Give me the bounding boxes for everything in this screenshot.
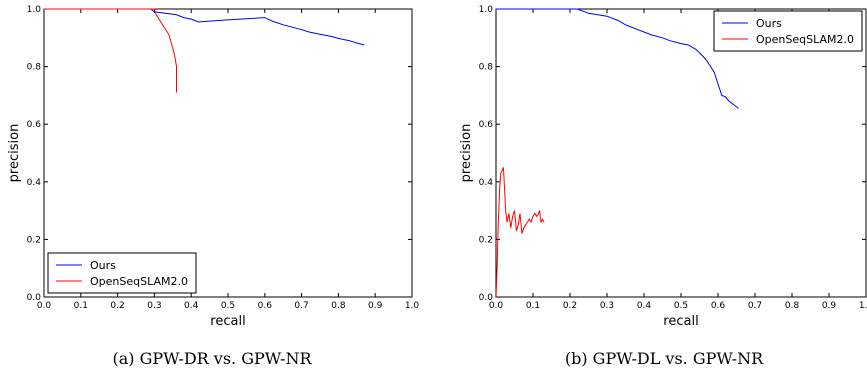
y-tick-label: 0.6	[479, 120, 494, 130]
y-tick-label: 0.2	[27, 235, 41, 245]
x-tick-label: 0.3	[600, 301, 614, 311]
x-tick-label: 0.1	[74, 301, 88, 311]
x-tick-label: 0.1	[526, 301, 540, 311]
x-tick-label: 0.8	[785, 301, 800, 311]
x-axis-label: recall	[663, 314, 698, 329]
y-tick-label: 1.0	[27, 5, 42, 15]
y-tick-label: 0.0	[27, 293, 42, 303]
legend-label: Ours	[90, 259, 116, 272]
x-tick-label: 0.7	[748, 301, 762, 311]
x-tick-label: 0.9	[822, 301, 837, 311]
y-tick-label: 0.8	[479, 63, 494, 73]
x-tick-label: 0.6	[258, 301, 273, 311]
y-tick-label: 0.4	[479, 178, 494, 188]
chart-panel-1: 0.0 0.1 0.2 0.3 0.4 0.5 0.6 0.7 0.8 0.9 1.0 0.0 0.2 0…	[459, 5, 867, 368]
x-tick-label: 0.2	[110, 301, 124, 311]
series-line-openseqslam2-0	[44, 8, 177, 93]
series-line-openseqslam2-0	[496, 167, 545, 298]
x-tick-label: 0.5	[674, 301, 688, 311]
x-tick-label: 0.0	[489, 301, 504, 311]
x-tick-label: 0.3	[147, 301, 161, 311]
x-tick-label: 0.2	[563, 301, 577, 311]
y-axis-label: precision	[459, 124, 474, 183]
y-tick-label: 0.8	[27, 63, 42, 73]
chart-panel-0: 0.0 0.1 0.2 0.3 0.4 0.5 0.6 0.7 0.8 0.9 1.0 0.0 0.2 0…	[7, 5, 419, 368]
x-tick-label: 0.4	[184, 301, 199, 311]
x-tick-label: 1.0	[859, 301, 867, 311]
x-tick-label: 0.7	[294, 301, 308, 311]
x-axis-label: recall	[210, 314, 245, 329]
x-tick-label: 1.0	[405, 301, 420, 311]
x-tick-label: 0.5	[221, 301, 235, 311]
legend: Ours OpenSeqSLAM2.0	[47, 252, 197, 294]
legend-label: Ours	[756, 17, 782, 30]
plot-frame	[495, 8, 867, 298]
figure-caption: (b) GPW-DL vs. GPW-NR	[565, 349, 764, 368]
y-tick-label: 0.4	[27, 178, 42, 188]
y-axis-label: precision	[7, 124, 22, 183]
figure-caption: (a) GPW-DR vs. GPW-NR	[112, 349, 312, 368]
series-line-ours	[496, 8, 739, 109]
x-tick-label: 0.6	[711, 301, 726, 311]
series-line-ours	[44, 8, 365, 46]
y-tick-label: 1.0	[479, 5, 494, 15]
legend-box	[47, 252, 197, 294]
x-tick-label: 0.0	[37, 301, 52, 311]
legend-box	[713, 10, 863, 52]
y-tick-label: 0.6	[27, 120, 42, 130]
x-tick-label: 0.9	[368, 301, 383, 311]
x-tick-label: 0.4	[637, 301, 652, 311]
y-tick-label: 0.0	[479, 293, 494, 303]
legend-label: OpenSeqSLAM2.0	[756, 33, 854, 46]
legend-label: OpenSeqSLAM2.0	[90, 275, 188, 288]
legend: Ours OpenSeqSLAM2.0	[713, 10, 863, 52]
x-tick-label: 0.8	[331, 301, 346, 311]
y-tick-label: 0.2	[479, 235, 493, 245]
